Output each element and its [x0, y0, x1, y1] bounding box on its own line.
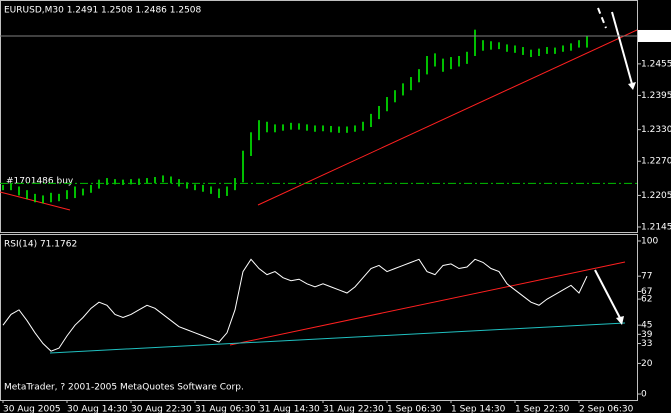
x-tick-label: 2 Sep 06:30: [579, 405, 634, 413]
x-tick-label: 31 Aug 22:30: [323, 405, 384, 413]
y-tick-label: 20: [641, 359, 653, 369]
y-tick-label: 1.2330: [641, 125, 671, 135]
x-tick-label: 31 Aug 06:30: [195, 405, 256, 413]
rsi-support-line: [49, 322, 626, 354]
arrow-head: [628, 82, 636, 90]
y-tick-label: 1.2395: [641, 91, 671, 101]
y-tick-label: 39: [641, 330, 653, 340]
y-tick-label: 1.2205: [641, 191, 671, 201]
rsi-line: [2, 258, 588, 352]
price-pane: [0, 0, 638, 233]
y-tick-label: 45: [641, 321, 652, 331]
arrow-dashed: [597, 7, 607, 29]
y-tick-label: 62: [641, 295, 652, 305]
y-tick-label: 1.2270: [641, 157, 671, 167]
x-tick-label: 30 Aug 22:30: [131, 405, 192, 413]
rsi-arrow: [594, 269, 621, 319]
rsi-arrow-head: [616, 316, 624, 325]
trend-line: [257, 29, 638, 206]
y-tick-label: 1.2455: [641, 59, 671, 69]
y-tick-label: 1.2508: [641, 31, 671, 41]
x-tick-label: 30 Aug 2005: [3, 405, 61, 413]
x-tick-label: 1 Sep 06:30: [387, 405, 442, 413]
y-tick-label: 1.2145: [641, 223, 671, 233]
order-label: #1701486 buy: [6, 177, 74, 187]
rsi-pane: [0, 234, 638, 401]
x-tick-label: 30 Aug 14:30: [67, 405, 128, 413]
y-tick-label: 67: [641, 287, 652, 297]
x-tick-label: 31 Aug 14:30: [259, 405, 320, 413]
rsi-trend-line: [229, 261, 626, 346]
current-price-box: [638, 29, 671, 42]
x-tick-label: 1 Sep 14:30: [451, 405, 506, 413]
footer: MetaTrader, ? 2001-2005 MetaQuotes Softw…: [4, 383, 244, 393]
y-tick-label: 0: [641, 390, 647, 400]
rsi-title: RSI(14) 71.1762: [4, 240, 77, 250]
y-tick-label: 33: [641, 339, 652, 349]
arrow: [611, 11, 633, 85]
chart-title: EURUSD,M30 1.2491 1.2508 1.2486 1.2508: [4, 6, 202, 16]
y-tick-label: 77: [641, 272, 652, 282]
x-tick-label: 1 Sep 22:30: [515, 405, 570, 413]
y-tick-label: 100: [641, 236, 658, 246]
